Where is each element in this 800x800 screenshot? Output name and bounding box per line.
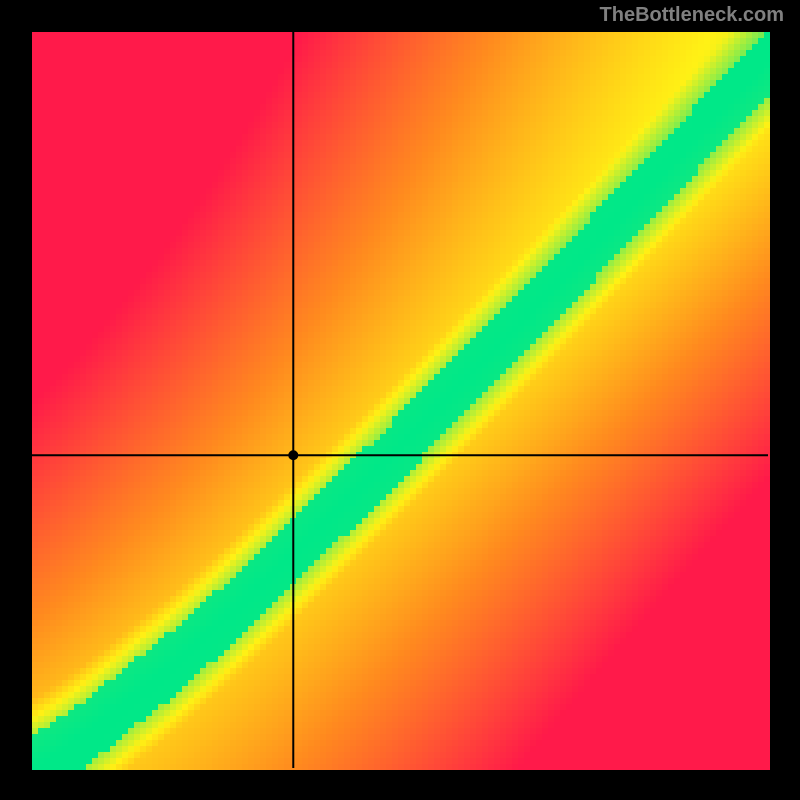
chart-container: TheBottleneck.com [0,0,800,800]
crosshair-overlay [0,0,800,800]
watermark-text: TheBottleneck.com [600,4,784,27]
